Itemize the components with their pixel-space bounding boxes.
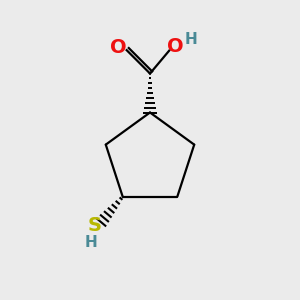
Text: O: O xyxy=(167,38,184,56)
Text: H: H xyxy=(184,32,197,47)
Text: S: S xyxy=(87,216,101,235)
Text: H: H xyxy=(85,235,98,250)
Text: O: O xyxy=(110,38,127,57)
